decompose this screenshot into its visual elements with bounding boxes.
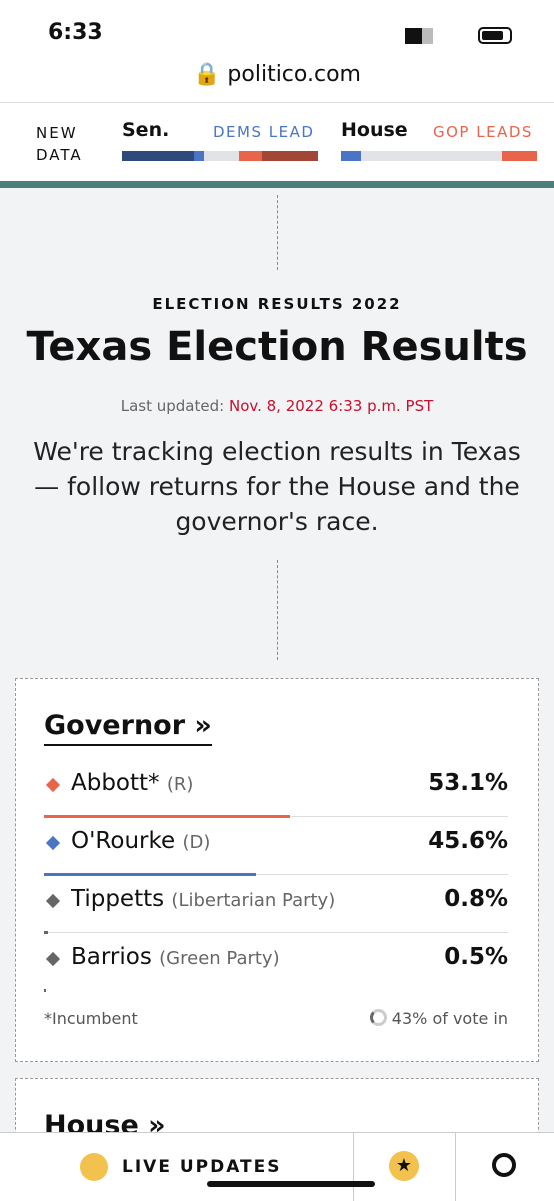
divider [277,195,278,270]
house-label: House [341,119,408,141]
reporting: 43% of vote in [369,1009,508,1028]
star-button[interactable]: ★ [389,1151,419,1181]
candidate-row: Barrios (Green Party) 0.5% [44,932,508,992]
party-marker [45,835,61,851]
house-bar [341,151,537,161]
candidate-row: O'Rourke (D) 45.6% [44,816,508,876]
candidate-name: O'Rourke [71,828,176,854]
separator [353,1133,354,1201]
senate-label: Sen. [122,119,170,141]
candidate: Barrios (Green Party) [71,944,280,970]
home-indicator [207,1181,375,1187]
vote-share: 45.6% [428,828,508,854]
search-button[interactable] [492,1153,516,1177]
governor-card [15,678,539,1062]
vote-bar [44,815,291,818]
vote-bar [44,931,48,934]
dems-lead: DEMS LEAD [213,123,315,141]
title: Texas Election Results [26,324,528,370]
chat-icon [80,1153,108,1181]
description: We're tracking election results in Texas… [33,437,521,536]
party-marker [45,893,61,909]
gop-leads: GOP LEADS [433,123,533,141]
vote-bar [44,873,256,876]
reporting-icon [369,1009,387,1026]
results-header[interactable]: NEW DATA Sen. DEMS LEAD House GOP LEADS [0,102,554,188]
signal [405,28,433,44]
status-bar: 6:33 🔒 politico.com [0,0,554,102]
live-updates[interactable]: LIVE UPDATES [122,1157,282,1177]
kicker: ELECTION RESULTS 2022 [152,295,402,313]
candidate-row: Tippetts (Libertarian Party) 0.8% [44,874,508,934]
divider [277,560,278,660]
party: (R) [166,774,194,795]
candidate-name: Abbott* [71,770,160,796]
vote-bar [44,989,47,992]
party: (D) [182,832,211,853]
separator [455,1133,456,1201]
updated: Last updated: Nov. 8, 2022 6:33 p.m. PST [0,397,554,415]
new-data: NEW DATA [36,124,83,164]
vote-share: 0.8% [444,886,508,912]
candidate-row: Abbott* (R) 53.1% [44,758,508,818]
url[interactable]: 🔒 politico.com [193,62,361,87]
vote-share: 0.5% [444,944,508,970]
time: 6:33 [48,20,103,45]
reporting-text: 43% of vote in [391,1009,508,1028]
party-marker [45,951,61,967]
battery [478,27,512,44]
party-marker [45,777,61,793]
candidate-name: Barrios [71,944,152,970]
candidate: Abbott* (R) [71,770,193,796]
party: (Libertarian Party) [171,890,336,911]
senate-bar [122,151,318,161]
vote-share: 53.1% [428,770,508,796]
party: (Green Party) [159,948,280,969]
candidate-name: Tippetts [71,886,165,912]
url-text: politico.com [227,62,361,87]
bottom-bar: LIVE UPDATES ★ [0,1132,554,1201]
footnote: *Incumbent [44,1009,138,1028]
candidate: O'Rourke (D) [71,828,210,854]
updated-date: Nov. 8, 2022 6:33 p.m. PST [228,397,434,415]
governor-heading[interactable]: Governor » [44,710,212,746]
candidate: Tippetts (Libertarian Party) [71,886,335,912]
updated-label: Last updated: [120,397,225,415]
